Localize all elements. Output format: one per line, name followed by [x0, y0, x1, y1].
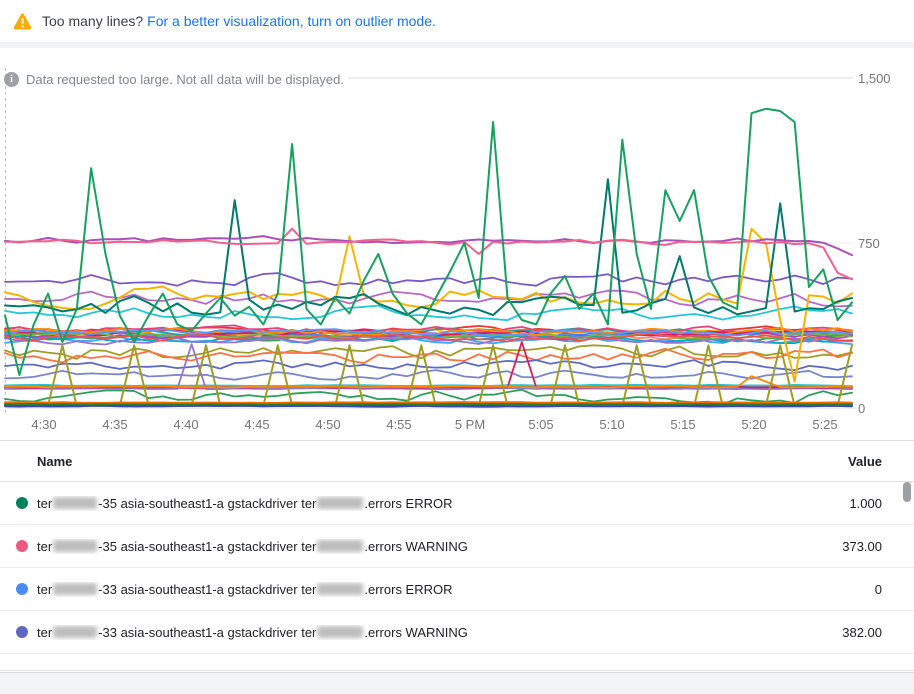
series-line [4, 335, 853, 346]
column-header-name: Name [37, 453, 73, 469]
series-line [4, 344, 853, 408]
table-scrollbar-thumb[interactable] [903, 482, 911, 502]
column-header-value: Value [848, 453, 882, 469]
x-axis-label: 5:10 [599, 417, 625, 432]
x-axis-label: 5 PM [454, 417, 486, 432]
series-line [4, 272, 853, 287]
series-value: 1.000 [849, 495, 882, 511]
y-axis-label: 750 [858, 236, 880, 251]
redacted-text [317, 582, 364, 595]
series-line [4, 404, 853, 408]
series-line [4, 343, 853, 391]
chart-canvas[interactable] [0, 48, 914, 440]
series-value: 0 [874, 581, 882, 597]
series-name: ter -33 asia-southeast1-a gstackdriver te… [37, 624, 468, 640]
series-value: 373.00 [842, 538, 882, 554]
data-too-large-notice: i Data requested too large. Not all data… [4, 72, 348, 87]
series-line [4, 227, 853, 383]
series-line [4, 375, 853, 389]
series-line [4, 369, 853, 381]
series-color-dot [16, 497, 28, 509]
x-axis-label: 4:45 [244, 417, 270, 432]
y-axis-label: 1,500 [858, 71, 891, 86]
series-line [4, 359, 853, 372]
legend-table-header: Name Value [0, 441, 914, 482]
series-line [4, 332, 853, 343]
redacted-text [53, 582, 98, 595]
redacted-text [53, 496, 98, 509]
info-circle-icon: i [4, 72, 19, 87]
x-axis-label: 4:40 [173, 417, 199, 432]
series-value: 382.00 [842, 624, 882, 640]
redacted-text [317, 496, 364, 509]
x-axis-label: 4:55 [386, 417, 412, 432]
series-line [4, 227, 853, 281]
series-line [4, 178, 853, 317]
series-color-dot [16, 540, 28, 552]
legend-row[interactable]: ter -35 asia-southeast1-a gstackdriver te… [0, 482, 914, 525]
x-axis-label: 5:20 [741, 417, 767, 432]
redacted-text [317, 625, 364, 638]
outlier-mode-link[interactable]: For a better visualization, turn on outl… [147, 13, 436, 29]
partial-row [0, 654, 914, 671]
series-line [4, 235, 853, 257]
y-axis-label: 0 [858, 401, 866, 416]
notice-text: Data requested too large. Not all data w… [26, 72, 348, 87]
series-line [4, 107, 853, 376]
redacted-text [317, 539, 364, 552]
series-line [4, 304, 853, 322]
legend-table: Name Value ter -35 asia-southeast1-a gsta… [0, 440, 914, 671]
series-line [4, 324, 853, 334]
warning-triangle-icon [13, 12, 32, 29]
x-axis-label: 5:05 [528, 417, 554, 432]
series-line [4, 289, 853, 308]
series-name: ter -33 asia-southeast1-a gstackdriver te… [37, 581, 453, 597]
chart-area[interactable]: i Data requested too large. Not all data… [0, 48, 914, 440]
series-color-dot [16, 583, 28, 595]
legend-row[interactable]: ter -33 asia-southeast1-a gstackdriver te… [0, 568, 914, 611]
series-line [4, 328, 853, 337]
x-axis-label: 5:25 [812, 417, 838, 432]
legend-row[interactable]: ter -35 asia-southeast1-a gstackdriver te… [0, 525, 914, 568]
chart-card: i Data requested too large. Not all data… [0, 48, 914, 673]
redacted-text [53, 539, 98, 552]
series-line [4, 403, 853, 406]
too-many-lines-banner: Too many lines? For a better visualizati… [0, 0, 914, 42]
legend-row[interactable]: ter -33 asia-southeast1-a gstackdriver te… [0, 611, 914, 654]
x-axis-label: 4:50 [315, 417, 341, 432]
banner-question: Too many lines? [42, 13, 144, 29]
series-line [4, 401, 853, 404]
x-axis-label: 4:35 [102, 417, 128, 432]
x-axis-label: 5:15 [670, 417, 696, 432]
x-axis-label: 4:30 [31, 417, 57, 432]
series-color-dot [16, 626, 28, 638]
redacted-text [53, 625, 98, 638]
series-name: ter -35 asia-southeast1-a gstackdriver te… [37, 538, 468, 554]
series-name: ter -35 asia-southeast1-a gstackdriver te… [37, 495, 453, 511]
series-line [4, 336, 853, 346]
